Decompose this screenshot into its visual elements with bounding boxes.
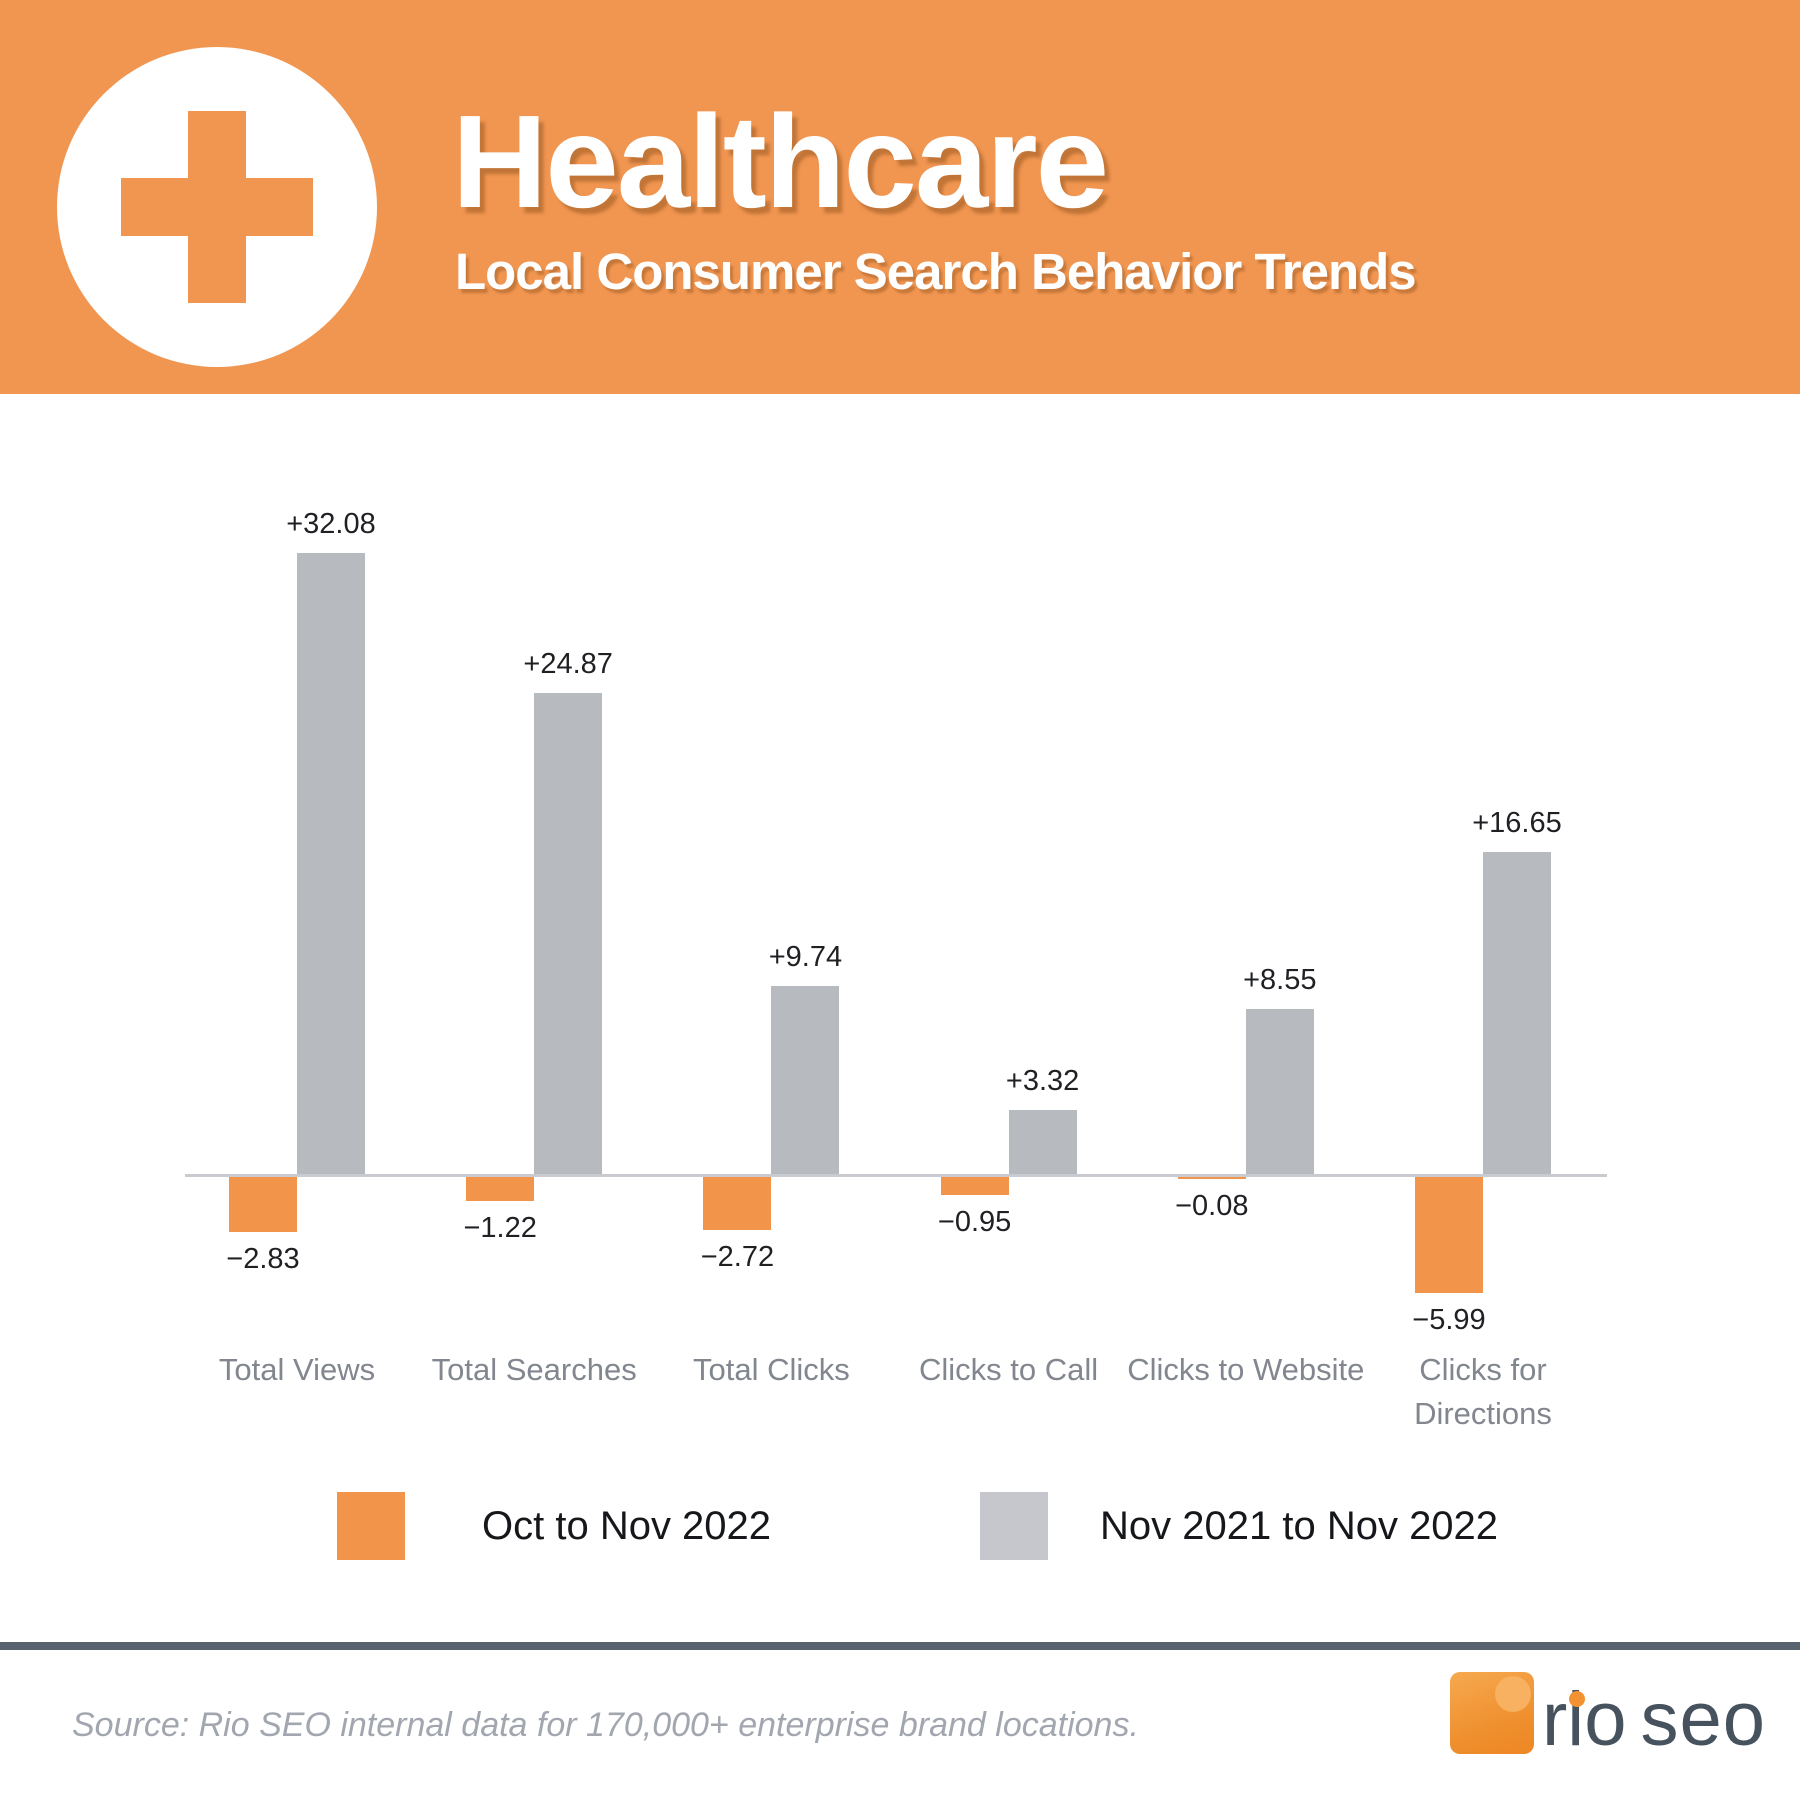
value-label-mom-clicks-for-directions: −5.99 xyxy=(1412,1303,1486,1336)
value-label-mom-total-searches: −1.22 xyxy=(463,1211,537,1244)
medical-cross-icon xyxy=(57,47,377,367)
logo-i-dot xyxy=(1569,1691,1585,1707)
bar-mom-clicks-for-directions xyxy=(1415,1177,1483,1293)
value-label-mom-clicks-to-call: −0.95 xyxy=(937,1206,1012,1239)
rio-seo-logo-highlight-dot xyxy=(1495,1676,1531,1712)
legend-label-nov-2021-to-nov-2022: Nov 2021 to Nov 2022 xyxy=(1100,1504,1499,1548)
x-axis-line xyxy=(185,1174,1607,1177)
source-attribution: Source: Rio SEO internal data for 170,00… xyxy=(72,1706,1139,1744)
legend-label-oct-to-nov-2022: Oct to Nov 2022 xyxy=(482,1504,772,1548)
value-label-yoy-clicks-to-call: +3.32 xyxy=(1005,1064,1080,1097)
value-label-yoy-total-views: +32.08 xyxy=(286,508,376,541)
value-label-yoy-total-searches: +24.87 xyxy=(523,647,613,680)
bar-mom-total-searches xyxy=(466,1177,535,1201)
bar-mom-clicks-to-call xyxy=(940,1177,1009,1196)
value-label-yoy-total-clicks: +9.74 xyxy=(768,940,843,973)
bar-yoy-clicks-to-call xyxy=(1008,1109,1077,1174)
logo-word-seo: seo xyxy=(1640,1677,1767,1762)
bar-yoy-total-searches xyxy=(534,692,603,1174)
value-label-mom-clicks-to-website: −0.08 xyxy=(1175,1189,1249,1222)
category-label-total-views: Total Views xyxy=(218,1352,376,1387)
rio-seo-logo-text: rio seo xyxy=(1542,1682,1766,1758)
bar-yoy-clicks-for-directions xyxy=(1483,851,1551,1174)
bar-yoy-clicks-to-website xyxy=(1245,1008,1314,1174)
logo-word-rio: rio xyxy=(1542,1677,1627,1762)
bar-mom-total-clicks xyxy=(703,1177,772,1230)
page-subtitle: Local Consumer Search Behavior Trends xyxy=(455,243,1417,300)
bar-yoy-total-views xyxy=(297,553,365,1174)
category-label-total-searches: Total Searches xyxy=(431,1352,637,1387)
category-label-total-clicks: Total Clicks xyxy=(693,1352,850,1387)
page-title: Healthcare xyxy=(452,88,1109,235)
category-label-clicks-to-website: Clicks to Website xyxy=(1127,1352,1365,1387)
value-label-mom-total-clicks: −2.72 xyxy=(700,1240,775,1273)
category-label-clicks-for-directions: Clicks for Directions xyxy=(1414,1352,1552,1431)
legend-swatch-oct-to-nov-2022 xyxy=(337,1492,405,1560)
cross-vertical-arm xyxy=(188,111,246,303)
legend-swatch-nov-2021-to-nov-2022 xyxy=(980,1492,1048,1560)
value-label-yoy-clicks-to-website: +8.55 xyxy=(1243,963,1317,996)
bar-mom-total-views xyxy=(229,1177,297,1232)
value-label-mom-total-views: −2.83 xyxy=(226,1242,300,1275)
value-label-yoy-clicks-for-directions: +16.65 xyxy=(1472,806,1562,839)
header-band: Healthcare Local Consumer Search Behavio… xyxy=(0,0,1800,394)
footer-divider xyxy=(0,1642,1800,1650)
bar-yoy-total-clicks xyxy=(771,985,840,1174)
category-label-clicks-to-call: Clicks to Call xyxy=(919,1352,1099,1387)
bar-mom-clicks-to-website xyxy=(1177,1177,1246,1179)
